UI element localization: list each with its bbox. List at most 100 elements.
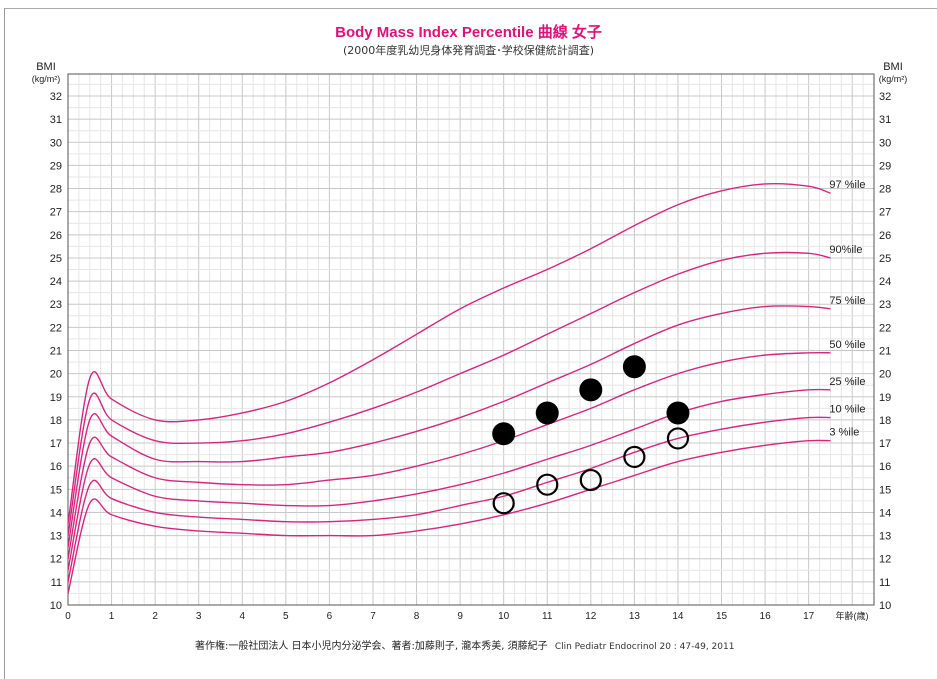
y-tick-label-left: 13 xyxy=(50,531,62,543)
y-tick-label-left: 31 xyxy=(50,114,62,126)
y-tick-label-right: 23 xyxy=(879,299,891,311)
y-tick-label-right: 28 xyxy=(879,184,891,196)
percentile-label: 75 %ile xyxy=(829,295,865,307)
y-tick-label-left: 10 xyxy=(50,600,62,612)
open-marker xyxy=(492,492,515,515)
y-axis-label-left: BMI xyxy=(36,61,56,73)
footer: 著作権:一般社団法人 日本小児内分泌学会、著者:加藤則子, 瀧本秀美, 須藤紀子… xyxy=(195,637,734,652)
y-tick-label-right: 27 xyxy=(879,207,891,219)
percentile-curves: 97 %ile 90%ile 75 %ile 50 %ile 25 %ile 10 %il… xyxy=(67,179,866,594)
y-tick-label-left: 25 xyxy=(50,253,62,265)
y-tick-label-right: 15 xyxy=(879,484,891,496)
y-tick-label-right: 11 xyxy=(879,577,890,589)
y-tick-label-right: 26 xyxy=(879,230,891,242)
y-tick-label-left: 29 xyxy=(50,160,62,172)
citation-text: Clin Pediatr Endocrinol 20 : 47-49, 2011 xyxy=(554,642,735,652)
y-tick-label-right: 22 xyxy=(879,322,891,334)
x-tick-label: 0 xyxy=(65,611,71,622)
percentile-label: 50 %ile xyxy=(829,339,865,351)
y-tick-label-left: 28 xyxy=(50,184,62,196)
y-tick-label-left: 30 xyxy=(50,137,62,149)
open-marker xyxy=(623,445,646,469)
y-tick-label-right: 10 xyxy=(879,600,891,612)
percentile-curve xyxy=(67,351,831,559)
open-marker xyxy=(579,468,602,492)
y-tick-label-right: 29 xyxy=(879,160,891,172)
y-tick-label-right: 19 xyxy=(879,392,891,404)
percentile-curve xyxy=(67,439,831,594)
y-tick-label-left: 12 xyxy=(50,554,62,566)
y-tick-label-left: 21 xyxy=(50,346,62,358)
x-tick-label: 15 xyxy=(716,611,728,622)
percentile-label: 3 %ile xyxy=(829,427,859,439)
grid xyxy=(67,73,875,606)
filled-marker xyxy=(579,378,603,402)
y-tick-label-right: 17 xyxy=(879,438,891,450)
x-tick-label: 6 xyxy=(327,611,333,622)
y-tick-label-left: 24 xyxy=(50,276,62,288)
y-tick-label-right: 21 xyxy=(879,346,891,358)
x-tick-label: 12 xyxy=(585,611,597,622)
percentile-label: 10 %ile xyxy=(829,404,865,416)
x-tick-label: 16 xyxy=(760,611,772,622)
percentile-label: 90%ile xyxy=(829,244,862,256)
y-tick-label-left: 11 xyxy=(51,577,62,589)
percentile-curve xyxy=(67,183,831,525)
x-tick-label: 3 xyxy=(196,611,202,622)
page-frame xyxy=(4,8,937,679)
x-tick-label: 17 xyxy=(803,611,815,622)
percentile-curve xyxy=(67,305,831,548)
y-tick-label-left: 20 xyxy=(50,369,62,381)
y-tick-label-left: 23 xyxy=(50,299,62,311)
y-tick-label-left: 27 xyxy=(50,207,62,219)
y-axis-label-right: BMI xyxy=(883,61,903,73)
chart-title: Body Mass Index Percentile 曲線 女子 xyxy=(335,24,602,41)
y-tick-label-left: 18 xyxy=(50,415,62,427)
data-markers xyxy=(492,355,690,515)
y-tick-label-right: 24 xyxy=(879,276,891,288)
x-tick-label: 4 xyxy=(239,611,245,622)
y-tick-label-right: 32 xyxy=(879,91,891,103)
copyright-text: 著作権:一般社団法人 日本小児内分泌学会、著者:加藤則子, 瀧本秀美, 須藤紀子 xyxy=(195,641,548,652)
y-axis-unit-right: (kg/m²) xyxy=(879,74,908,84)
y-tick-label-right: 25 xyxy=(879,253,891,265)
open-marker xyxy=(536,473,559,496)
percentile-label: 97 %ile xyxy=(829,179,865,191)
filled-marker xyxy=(666,401,690,425)
x-tick-label: 8 xyxy=(414,611,420,622)
x-tick-label: 5 xyxy=(283,611,289,622)
chart-subtitle: (2000年度乳幼児身体発育調査･学校保健統計調査) xyxy=(342,44,595,57)
y-tick-label-left: 14 xyxy=(50,507,62,519)
y-tick-label-left: 26 xyxy=(50,230,62,242)
y-tick-label-left: 15 xyxy=(50,484,62,496)
x-tick-label: 1 xyxy=(109,611,115,622)
percentile-curve xyxy=(67,416,831,583)
open-marker xyxy=(666,427,690,450)
x-tick-label: 13 xyxy=(629,611,641,622)
y-tick-label-left: 17 xyxy=(50,438,62,450)
y-tick-label-left: 19 xyxy=(50,392,62,404)
x-tick-label: 7 xyxy=(370,611,376,622)
y-tick-label-left: 16 xyxy=(50,461,62,473)
filled-marker xyxy=(622,355,646,379)
percentile-curve xyxy=(67,251,831,536)
y-tick-label-right: 31 xyxy=(879,114,891,126)
y-tick-label-right: 20 xyxy=(879,369,891,381)
y-tick-label-right: 18 xyxy=(879,415,891,427)
filled-marker xyxy=(492,422,516,446)
y-tick-label-right: 14 xyxy=(879,507,891,519)
y-tick-label-left: 32 xyxy=(50,91,62,103)
y-axis-unit-left: (kg/m²) xyxy=(32,74,61,84)
x-axis-label: 年齢(歳) xyxy=(836,610,869,621)
filled-marker xyxy=(535,401,559,425)
y-tick-label-left: 22 xyxy=(50,322,62,334)
y-tick-label-right: 13 xyxy=(879,531,891,543)
x-tick-label: 2 xyxy=(152,611,158,622)
x-tick-label: 10 xyxy=(498,611,510,622)
y-tick-label-right: 12 xyxy=(879,554,891,566)
y-tick-label-right: 16 xyxy=(879,461,891,473)
y-tick-label-right: 30 xyxy=(879,137,891,149)
x-tick-label: 9 xyxy=(457,611,463,622)
